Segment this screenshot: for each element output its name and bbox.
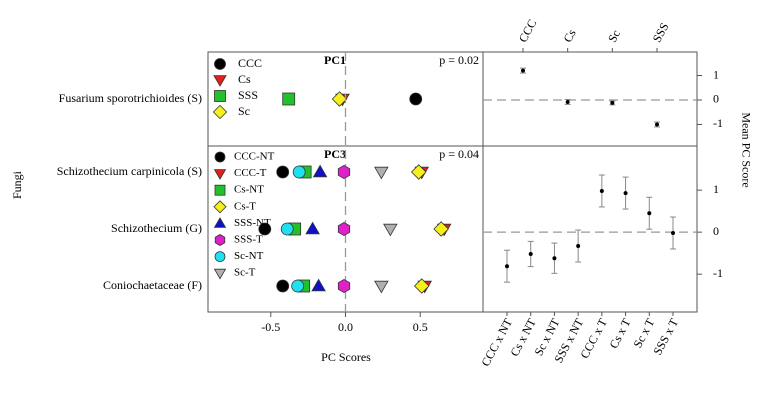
y-tick-label: -1 [713, 266, 723, 280]
legend-label: CCC-NT [234, 151, 275, 163]
y-tick-label: 0 [713, 92, 719, 106]
point [655, 122, 659, 127]
point [282, 92, 296, 106]
y-tick-label: 0 [713, 224, 719, 238]
point [565, 99, 570, 104]
y-tick-label: -1 [713, 116, 723, 130]
point [505, 264, 509, 269]
legend-label: SSS [238, 88, 258, 102]
category-label: Schizothecium carpinicola (S) [57, 164, 202, 178]
point [528, 252, 533, 257]
legend-marker [213, 268, 227, 280]
point [331, 91, 348, 107]
panel-title: PC1 [324, 53, 346, 67]
point [258, 222, 272, 236]
point [647, 211, 652, 216]
point [337, 221, 351, 237]
legend-marker [214, 58, 226, 70]
legend-marker [214, 184, 226, 196]
point [374, 166, 389, 180]
annotation: p = 0.02 [439, 53, 479, 67]
legend-label: Cs-T [234, 200, 256, 212]
point [576, 244, 581, 249]
point [413, 278, 430, 294]
x-tick-label: Cs [560, 27, 578, 45]
point [552, 256, 557, 261]
legend-label: Sc-T [234, 267, 256, 279]
y-tick-label: 1 [713, 182, 719, 196]
point [337, 164, 351, 180]
point [599, 188, 604, 193]
legend-label: SSS-T [234, 234, 263, 246]
x-tick-label: SSS [650, 20, 672, 44]
legend-marker [213, 217, 227, 228]
x-tick-label: CCC [516, 17, 540, 45]
x-tick-label: -0.5 [261, 320, 280, 334]
legend-marker [214, 234, 226, 246]
point [433, 221, 449, 237]
legend-label: CCC [238, 56, 262, 70]
point [521, 68, 525, 73]
point [312, 164, 328, 178]
point [374, 280, 389, 294]
point [410, 164, 427, 180]
category-label: Coniochaetaceae (F) [103, 278, 202, 292]
legend-marker [213, 200, 227, 214]
category-label: Schizothecium (G) [111, 221, 202, 235]
point [409, 92, 423, 106]
y-axis-title: Fungi [10, 170, 24, 199]
legend-marker [214, 151, 226, 163]
annotation: p = 0.04 [439, 147, 479, 161]
point [292, 165, 306, 179]
legend-label: Sc-NT [234, 250, 264, 262]
point [623, 191, 628, 196]
point [291, 279, 305, 293]
x-tick-label: Sc [605, 28, 623, 45]
point [276, 165, 290, 179]
x-tick-label: 0.0 [338, 320, 353, 334]
point [276, 279, 290, 293]
legend-label: Sc [238, 104, 250, 118]
point [280, 222, 294, 236]
point [305, 221, 320, 235]
legend-label: CCC-T [234, 167, 267, 179]
x-axis-title: PC Scores [321, 350, 371, 364]
legend-marker [212, 104, 228, 120]
legend-label: SSS-NT [234, 217, 271, 229]
frame [207, 51, 698, 313]
point [610, 100, 615, 105]
panel-title: PC3 [324, 147, 346, 161]
point [671, 230, 675, 235]
point [383, 223, 398, 237]
legend-label: Cs [238, 72, 251, 86]
y-axis-title: Mean PC Score [739, 112, 753, 187]
x-tick-label: Cs x T [606, 316, 634, 351]
legend-marker [213, 169, 227, 180]
point [337, 278, 351, 294]
legend-marker [214, 251, 226, 263]
y-tick-label: 1 [713, 67, 719, 81]
point [311, 278, 326, 292]
category-label: Fusarium sporotrichioides (S) [59, 91, 202, 105]
x-tick-label: CCC x NT [478, 316, 515, 369]
x-tick-label: 0.5 [413, 320, 428, 334]
legend-marker [214, 90, 226, 102]
legend-label: Cs-NT [234, 184, 264, 196]
legend-marker [213, 75, 227, 87]
